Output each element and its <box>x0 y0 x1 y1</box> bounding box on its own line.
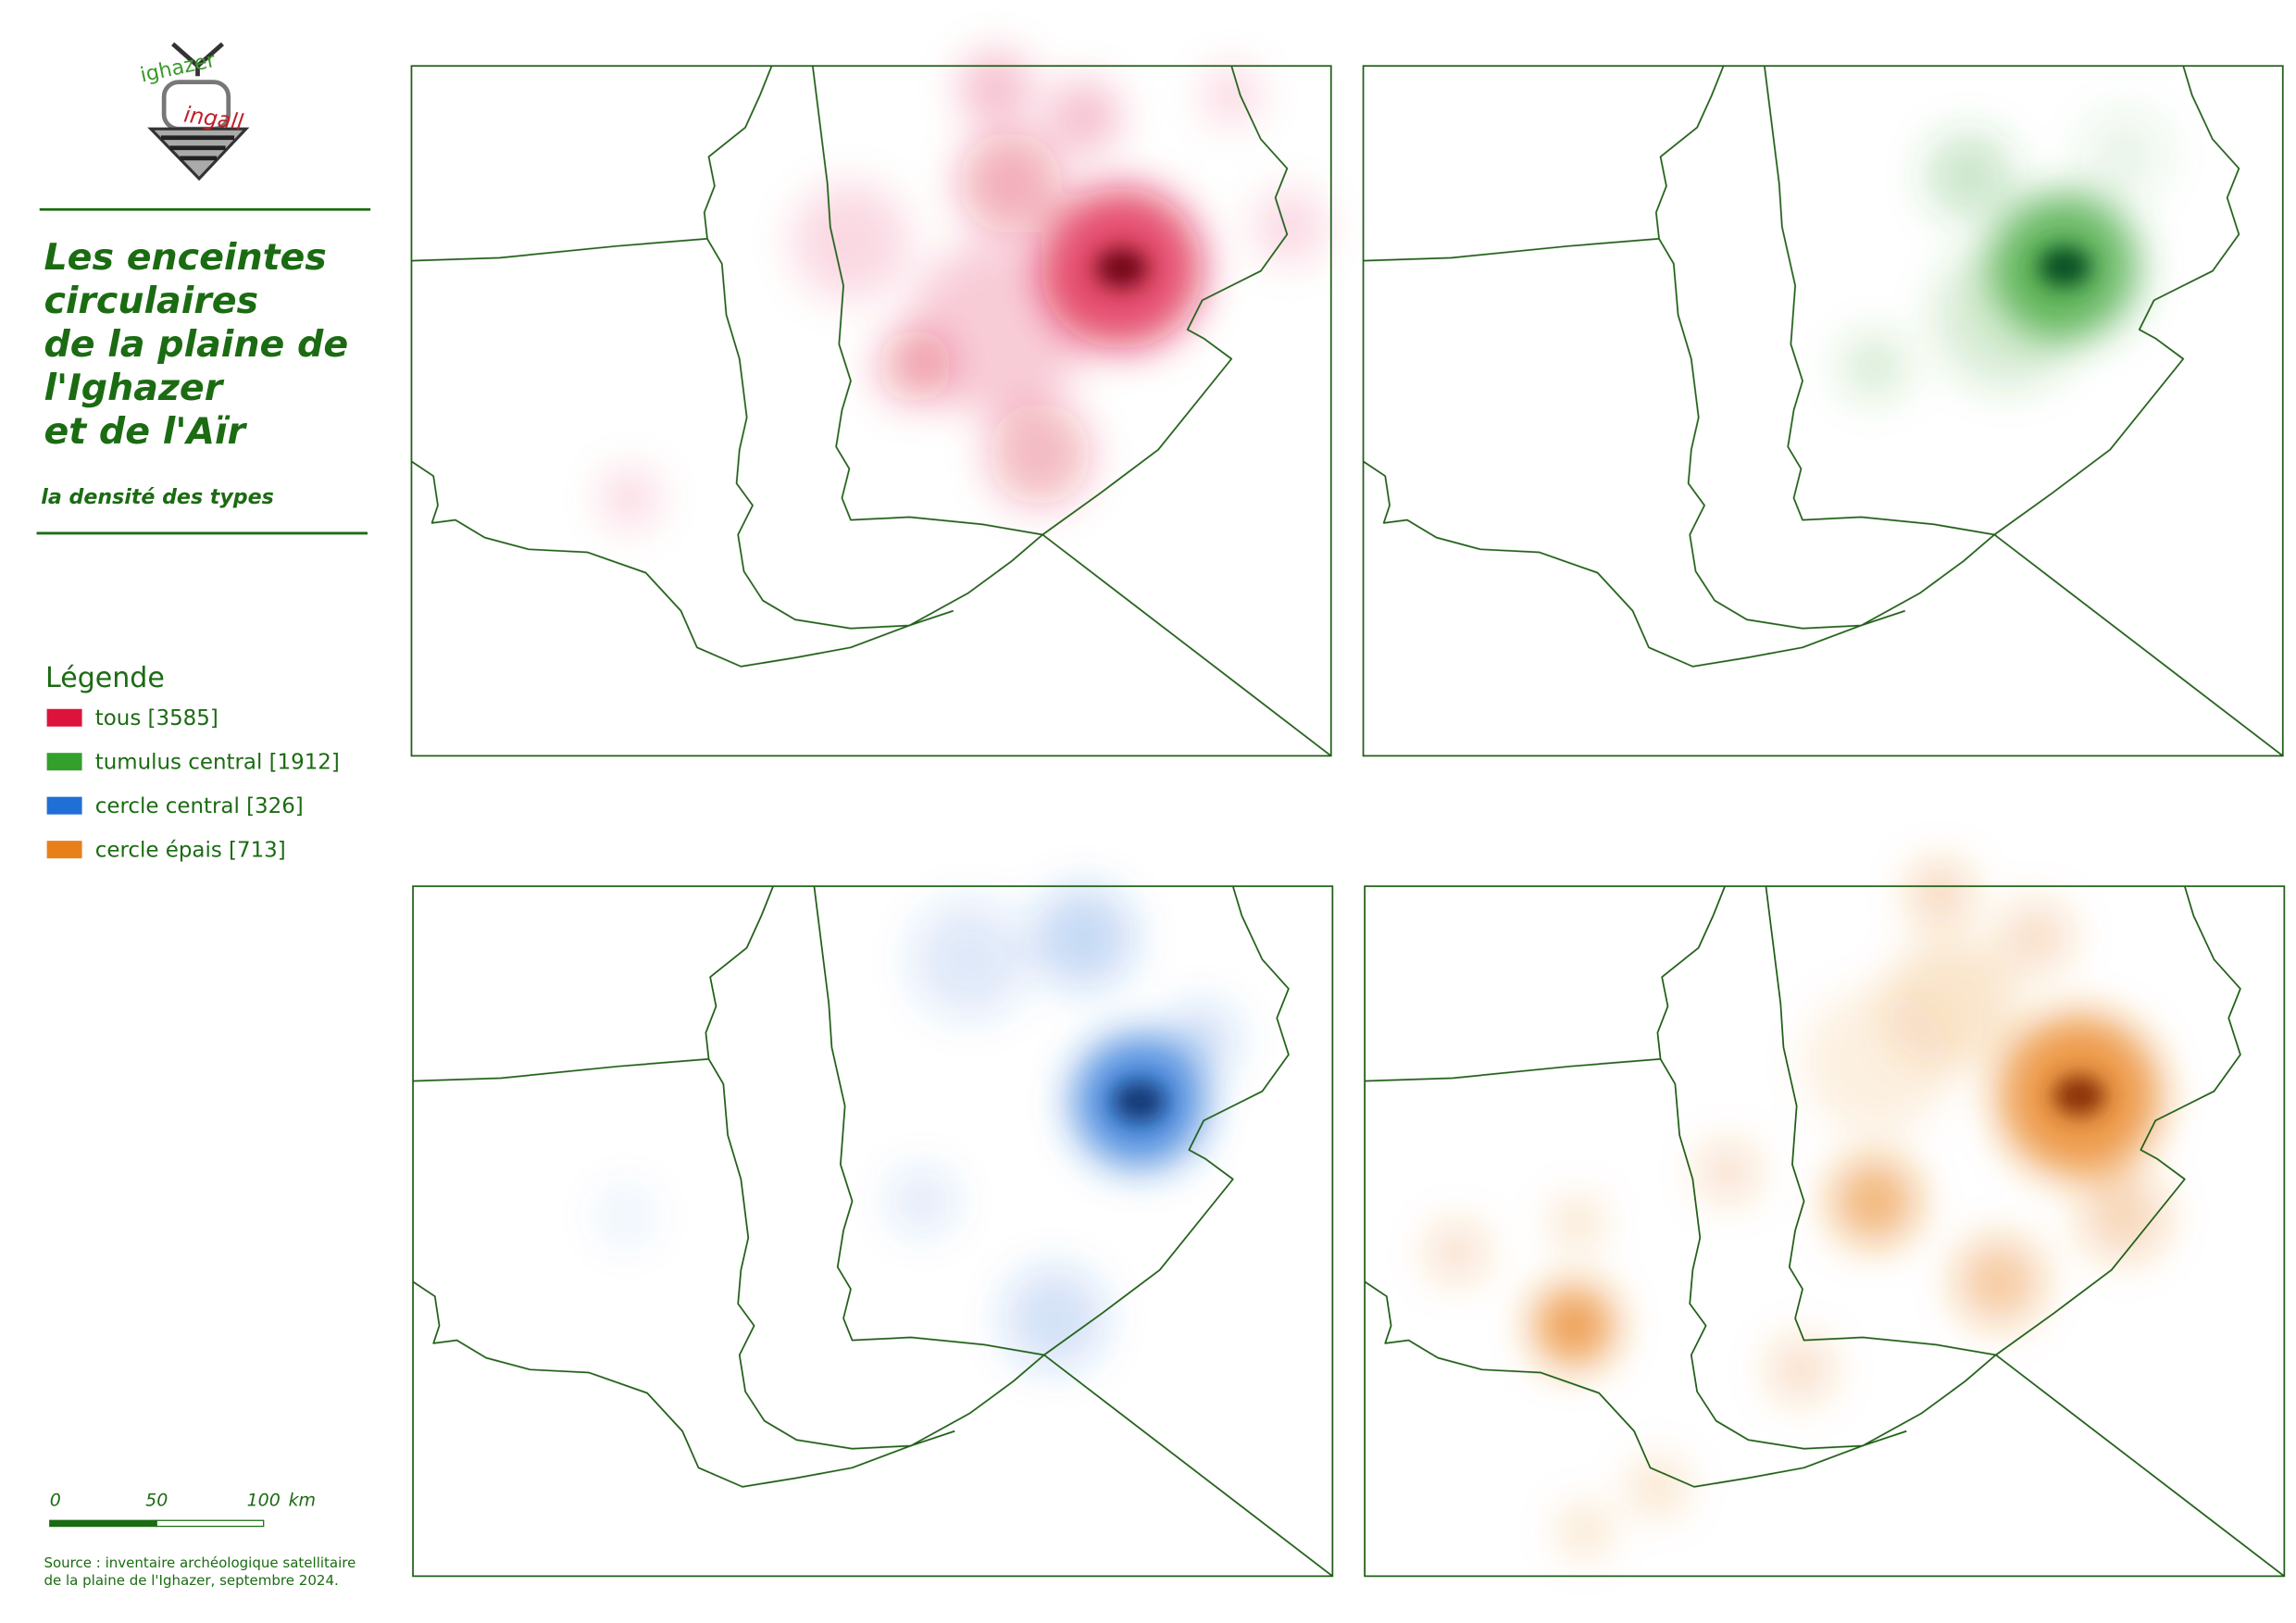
legend-label: cercle épais [713] <box>95 839 286 863</box>
scale-segment <box>49 1519 157 1528</box>
map-panel <box>1362 65 2284 757</box>
density-core <box>1113 1080 1166 1122</box>
legend-label: tumulus central [1912] <box>95 751 340 775</box>
density-blob <box>792 182 910 301</box>
density-blob <box>1253 190 1327 264</box>
scale-unit: km <box>289 1490 316 1510</box>
density-blob <box>890 1168 955 1234</box>
density-blob <box>1557 1504 1611 1557</box>
density <box>1428 861 2167 1557</box>
density-blob <box>1046 81 1120 155</box>
density-blob <box>909 242 1085 418</box>
density-blob <box>595 1186 655 1245</box>
legend-label: tous [3585] <box>95 706 218 730</box>
scale-segment <box>156 1519 265 1528</box>
map-panel <box>410 51 1332 757</box>
density-blob <box>1532 1284 1616 1367</box>
density-blob <box>1768 1337 1834 1403</box>
legend: tous [3585] tumulus central [1912] cercle … <box>46 706 340 863</box>
density-blob <box>1841 333 1907 399</box>
scale-label: 100 <box>247 1490 281 1510</box>
map-frame <box>410 65 1332 757</box>
source-line: Source : inventaire archéologique satell… <box>44 1554 356 1571</box>
density-blob <box>1003 1267 1106 1370</box>
density-blob <box>1998 901 2073 975</box>
density-core <box>2038 245 2091 288</box>
scale-label: 0 <box>50 1490 61 1510</box>
scale-bar: 0 50 100 km <box>49 1490 316 1528</box>
source-line: de la plaine de l'Ighazer, septembre 202… <box>44 1572 338 1589</box>
density-blob <box>2078 1171 2167 1260</box>
density-blob <box>958 51 1033 125</box>
density-core <box>2053 1075 2106 1117</box>
density-blob <box>600 468 659 528</box>
density-blob <box>1954 1237 2043 1326</box>
density-blob <box>1628 1457 1688 1517</box>
maps <box>410 51 2286 1578</box>
legend-label: cercle central [326] <box>95 794 304 818</box>
legend-swatch <box>46 796 82 815</box>
density-blob <box>958 131 1062 235</box>
map-panel <box>412 885 1334 1578</box>
density-blob <box>1698 1142 1757 1202</box>
map-frame <box>1362 65 2284 757</box>
title-line: et de l'Aïr <box>44 410 247 453</box>
density-blob <box>1803 988 1951 1136</box>
density-blob <box>1830 1156 1918 1245</box>
density-blob <box>988 403 1092 506</box>
density-blob <box>1164 1003 1238 1077</box>
map-frame <box>412 885 1334 1578</box>
scale-label: 50 <box>145 1490 168 1510</box>
legend-swatch <box>46 841 82 859</box>
title-line: de la plaine de <box>44 323 348 366</box>
density-blob <box>1907 861 1973 926</box>
legend-swatch <box>46 753 82 771</box>
source: Source : inventaire archéologique satell… <box>44 1554 356 1589</box>
density-blob <box>1032 886 1135 989</box>
density-blob <box>1925 131 2014 220</box>
title-line: l'Ighazer <box>44 367 224 409</box>
density-blob <box>1550 1196 1603 1250</box>
density-blob <box>2080 109 2169 198</box>
legend-swatch <box>46 708 82 727</box>
density-core <box>1095 247 1148 289</box>
map-panel <box>1364 861 2286 1578</box>
title-line: Les enceintes <box>44 236 326 279</box>
legend-title: Légende <box>45 662 165 694</box>
title-line: circulaires <box>44 280 258 322</box>
subtitle: la densité des types <box>41 485 274 509</box>
density-blob <box>910 901 1029 1018</box>
density <box>595 886 1238 1370</box>
density-blob <box>1428 1223 1487 1282</box>
map-frame <box>1364 885 2286 1578</box>
density-blob <box>1202 66 1261 125</box>
